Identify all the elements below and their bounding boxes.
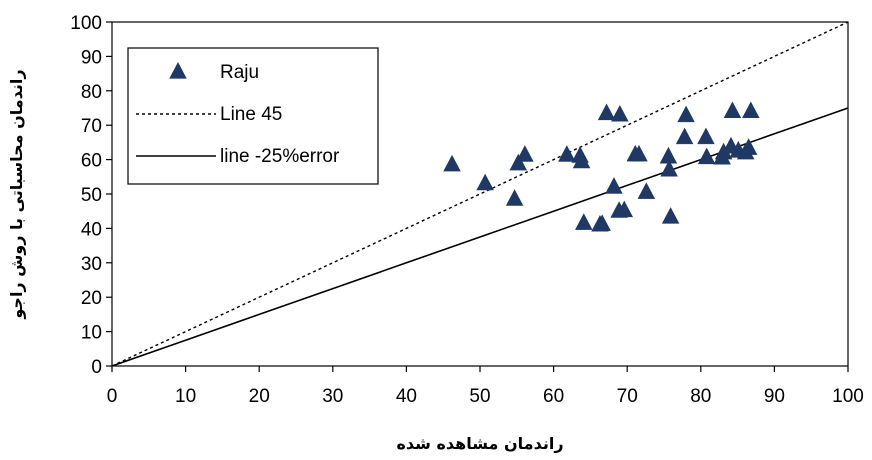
x-tick-label: 80 [690, 386, 711, 407]
raju-data-point [739, 138, 758, 155]
x-tick-label: 30 [322, 386, 343, 407]
raju-data-point [637, 182, 656, 199]
raju-data-point [505, 189, 524, 206]
raju-data-point [615, 200, 634, 218]
raju-data-point [660, 159, 678, 177]
x-tick-label: 20 [249, 386, 270, 407]
y-tick-label: 10 [81, 323, 102, 344]
raju-data-point [605, 177, 623, 194]
raju-data-point [675, 127, 694, 145]
x-tick-label: 100 [832, 386, 864, 407]
x-tick-label: 10 [175, 386, 196, 407]
x-axis-title: راندمان مشاهده شده [396, 434, 563, 453]
y-tick-label: 0 [91, 357, 102, 378]
x-tick-label: 40 [396, 386, 417, 407]
y-tick-label: 90 [81, 47, 102, 68]
raju-data-point [742, 101, 760, 119]
y-axis-title: راندمان محاسباتی با روش راجو [7, 69, 26, 319]
raju-data-point [659, 146, 678, 164]
raju-data-point [516, 145, 534, 162]
raju-data-point [572, 151, 591, 169]
raju-data-point [558, 145, 576, 162]
raju-data-point [630, 144, 648, 162]
y-tick-label: 60 [81, 151, 102, 172]
legend-label: Line 45 [220, 104, 282, 125]
raju-data-point [697, 147, 716, 165]
y-tick-label: 20 [81, 288, 102, 309]
x-tick-label: 90 [764, 386, 785, 407]
raju-data-point [509, 153, 528, 171]
raju-data-point [697, 127, 715, 145]
y-tick-label: 30 [81, 254, 102, 275]
legend-marker-triangle-icon [169, 62, 187, 79]
x-tick-label: 60 [543, 386, 564, 407]
y-tick-label: 80 [81, 82, 102, 103]
raju-data-point [476, 173, 494, 191]
x-tick-label: 50 [469, 386, 490, 407]
legend-label: Raju [220, 62, 259, 83]
x-tick-label: 70 [617, 386, 638, 407]
legend-box [127, 47, 379, 185]
raju-data-point [597, 103, 616, 121]
y-tick-label: 100 [70, 13, 102, 34]
y-tick-label: 70 [81, 116, 102, 137]
raju-data-point [443, 154, 461, 172]
raju-data-point [575, 213, 593, 230]
x-tick-label: 0 [107, 386, 118, 407]
raju-data-point [661, 207, 680, 224]
legend-label: line -25%error [220, 146, 340, 167]
raju-data-point [593, 214, 611, 231]
y-tick-label: 50 [81, 185, 102, 206]
raju-data-point [611, 104, 629, 122]
raju-data-point [677, 105, 695, 123]
y-tick-label: 40 [81, 219, 102, 240]
raju-data-point [723, 101, 742, 119]
